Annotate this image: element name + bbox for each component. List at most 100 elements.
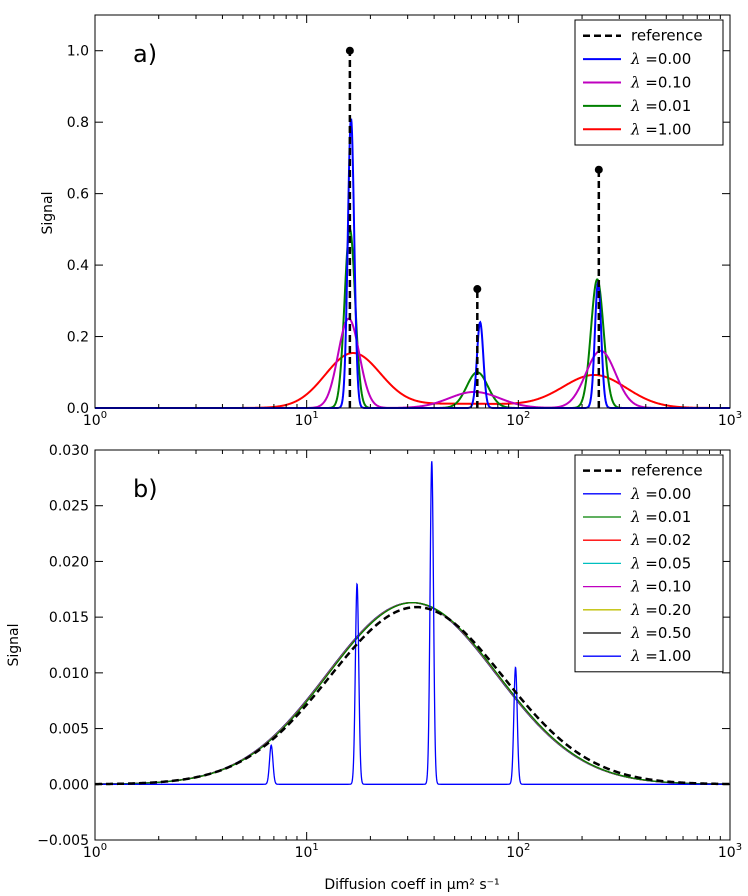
lambda-symbol: λ (630, 485, 641, 503)
series-line-0 (95, 461, 730, 785)
xtick-label: 100 (83, 410, 107, 429)
xtick-label-base: 10 (506, 413, 524, 429)
legend-equals: = (641, 485, 658, 503)
legend-equals: = (641, 554, 658, 572)
legend-equals: = (641, 74, 658, 92)
legend-equals: = (641, 120, 658, 138)
series-line-1 (94, 602, 731, 785)
legend-lambda-value: 0.01 (658, 508, 691, 526)
ytick-label: 0.2 (67, 330, 89, 346)
lambda-symbol: λ (630, 531, 641, 549)
ytick-label: 0.6 (67, 187, 89, 203)
legend-equals: = (641, 50, 658, 68)
xtick-label-base: 10 (718, 413, 736, 429)
panel-b-xlabel: Diffusion coeff in μm² s⁻¹ (324, 877, 499, 893)
ytick-label: 0.000 (49, 777, 89, 793)
xtick-label-exp: 1 (312, 410, 318, 421)
legend-label-1: λ =0.10 (630, 74, 691, 92)
xtick-label: 101 (295, 410, 319, 429)
xtick-label-exp: 0 (101, 410, 107, 421)
legend-label-2: λ =0.02 (630, 531, 691, 549)
xtick-label: 103 (718, 410, 742, 429)
xtick-label-base: 10 (718, 845, 736, 861)
legend-label-5: λ =0.20 (630, 601, 691, 619)
xtick-label: 102 (506, 842, 530, 861)
panel-b-label: b) (133, 475, 158, 503)
legend-label-0: λ =0.00 (630, 50, 691, 68)
legend-label-3: λ =1.00 (630, 120, 691, 138)
legend-lambda-value: 0.20 (658, 601, 691, 619)
panel-a-label: a) (133, 40, 157, 68)
legend-equals: = (641, 508, 658, 526)
xtick-label: 102 (506, 410, 530, 429)
lambda-symbol: λ (630, 50, 641, 68)
legend-lambda-value: 0.01 (658, 97, 691, 115)
xtick-label-exp: 0 (101, 842, 107, 853)
legend-equals: = (641, 624, 658, 642)
legend-reference-label: reference (631, 27, 703, 45)
legend-label-1: λ =0.01 (630, 508, 691, 526)
lambda-symbol: λ (630, 554, 641, 572)
panel-b-ylabel: Signal (6, 623, 22, 666)
legend-equals: = (641, 531, 658, 549)
legend-equals: = (641, 601, 658, 619)
xtick-label-base: 10 (83, 413, 101, 429)
legend-lambda-value: 0.00 (658, 485, 691, 503)
lambda-symbol: λ (630, 601, 641, 619)
legend-lambda-value: 0.10 (658, 74, 691, 92)
lambda-symbol: λ (630, 508, 641, 526)
xtick-label-exp: 1 (312, 842, 318, 853)
legend-equals: = (641, 578, 658, 596)
legend-reference-label: reference (631, 462, 703, 480)
xtick-label-exp: 3 (736, 842, 742, 853)
xtick-label: 103 (718, 842, 742, 861)
ytick-label: 0.025 (49, 499, 89, 515)
xtick-label-exp: 2 (524, 410, 530, 421)
ytick-label: 0.010 (49, 666, 89, 682)
xtick-label: 100 (83, 842, 107, 861)
legend-label-4: λ =0.10 (630, 578, 691, 596)
legend-lambda-value: 1.00 (658, 647, 691, 665)
ytick-label: 0.8 (67, 115, 89, 131)
xtick-label: 101 (295, 842, 319, 861)
reference-line (94, 605, 731, 786)
reference-marker-0 (345, 46, 354, 55)
xtick-label-base: 10 (83, 845, 101, 861)
ytick-label: −0.005 (37, 833, 89, 849)
lambda-symbol: λ (630, 97, 641, 115)
xtick-label-base: 10 (295, 413, 313, 429)
legend-lambda-value: 0.05 (658, 554, 691, 572)
lambda-symbol: λ (630, 120, 641, 138)
legend-label-2: λ =0.01 (630, 97, 691, 115)
legend-lambda-value: 0.02 (658, 531, 691, 549)
xtick-label-base: 10 (506, 845, 524, 861)
ytick-label: 0.005 (49, 722, 89, 738)
lambda-symbol: λ (630, 578, 641, 596)
reference-marker-2 (594, 165, 603, 174)
legend-lambda-value: 0.50 (658, 624, 691, 642)
legend-equals: = (641, 97, 658, 115)
ytick-label: 0.020 (49, 554, 89, 570)
panel-b: 100 101 102 103−0.0050.0000.0050.0100.0150.… (6, 443, 742, 893)
ytick-label: 0.4 (67, 258, 89, 274)
panel-a-ylabel: Signal (40, 191, 56, 234)
xtick-label-base: 10 (295, 845, 313, 861)
ytick-label: 0.015 (49, 610, 89, 626)
lambda-symbol: λ (630, 624, 641, 642)
ytick-label: 1.0 (67, 44, 89, 60)
legend-label-3: λ =0.05 (630, 554, 691, 572)
xtick-label-exp: 2 (524, 842, 530, 853)
legend-lambda-value: 1.00 (658, 120, 691, 138)
xtick-label-exp: 3 (736, 410, 742, 421)
legend-lambda-value: 0.00 (658, 50, 691, 68)
reference-marker-1 (473, 285, 482, 294)
lambda-symbol: λ (630, 74, 641, 92)
panel-a-frame (94, 14, 731, 409)
legend-label-6: λ =0.50 (630, 624, 691, 642)
legend-lambda-value: 0.10 (658, 578, 691, 596)
legend-label-7: λ =1.00 (630, 647, 691, 665)
lambda-symbol: λ (630, 647, 641, 665)
legend-equals: = (641, 647, 658, 665)
